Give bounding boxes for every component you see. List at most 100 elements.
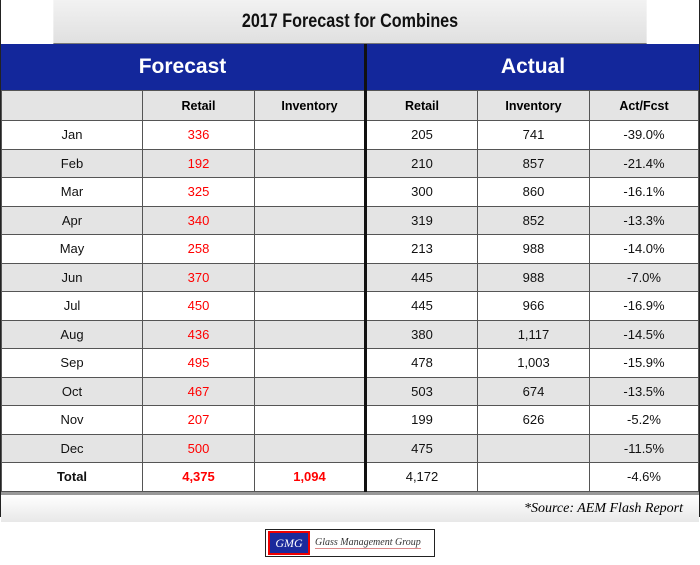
- source-note: *Source: AEM Flash Report: [1, 491, 699, 522]
- table-row: Dec 500 475 -11.5%: [1, 433, 699, 463]
- value-cell: [254, 262, 367, 292]
- value-cell: [254, 348, 367, 378]
- value-cell: 192: [142, 148, 255, 178]
- value-cell: 852: [477, 205, 590, 235]
- value-cell: [254, 433, 367, 463]
- total-row: Total 4,375 1,094 4,172 -4.6%: [1, 462, 699, 492]
- table-row: Jun 370 445 988 -7.0%: [1, 262, 699, 292]
- forecast-group-header: Forecast: [1, 44, 367, 90]
- column-header: Retail: [142, 90, 255, 121]
- value-cell: 4,172: [365, 462, 478, 492]
- month-cell: Apr: [1, 205, 143, 235]
- value-cell: 674: [477, 376, 590, 406]
- month-cell: Dec: [1, 433, 143, 463]
- value-cell: -14.5%: [589, 319, 699, 349]
- value-cell: 300: [365, 177, 478, 207]
- value-cell: 503: [365, 376, 478, 406]
- table-row: Jul 450 445 966 -16.9%: [1, 291, 699, 321]
- column-header: Inventory: [477, 90, 590, 121]
- logo-name: Glass Management Group: [315, 537, 421, 549]
- value-cell: 205: [365, 120, 478, 150]
- value-cell: [254, 120, 367, 150]
- value-cell: 445: [365, 291, 478, 321]
- value-cell: 475: [365, 433, 478, 463]
- month-cell: Nov: [1, 405, 143, 435]
- value-cell: 213: [365, 234, 478, 264]
- column-header: Inventory: [254, 90, 367, 121]
- value-cell: 1,117: [477, 319, 590, 349]
- value-cell: [254, 291, 367, 321]
- value-cell: -5.2%: [589, 405, 699, 435]
- value-cell: -14.0%: [589, 234, 699, 264]
- value-cell: -21.4%: [589, 148, 699, 178]
- data-table: Retail Inventory Retail Inventory Act/Fcst J…: [1, 90, 699, 492]
- month-cell: May: [1, 234, 143, 264]
- value-cell: 436: [142, 319, 255, 349]
- month-cell: Mar: [1, 177, 143, 207]
- value-cell: 4,375: [142, 462, 255, 492]
- value-cell: 478: [365, 348, 478, 378]
- month-cell: Feb: [1, 148, 143, 178]
- value-cell: 988: [477, 234, 590, 264]
- table-row: Nov 207 199 626 -5.2%: [1, 405, 699, 435]
- table-row: Feb 192 210 857 -21.4%: [1, 148, 699, 178]
- column-header-row: Retail Inventory Retail Inventory Act/Fcst: [1, 90, 699, 121]
- value-cell: [254, 234, 367, 264]
- value-cell: 857: [477, 148, 590, 178]
- table-row: Aug 436 380 1,117 -14.5%: [1, 319, 699, 349]
- gmg-logo: GMG Glass Management Group: [265, 529, 435, 557]
- value-cell: [254, 376, 367, 406]
- value-cell: 467: [142, 376, 255, 406]
- value-cell: 450: [142, 291, 255, 321]
- value-cell: 445: [365, 262, 478, 292]
- month-cell: Jan: [1, 120, 143, 150]
- value-cell: 988: [477, 262, 590, 292]
- value-cell: [254, 205, 367, 235]
- value-cell: 626: [477, 405, 590, 435]
- value-cell: 1,094: [254, 462, 367, 492]
- value-cell: -15.9%: [589, 348, 699, 378]
- forecast-table-panel: 2017 Forecast for Combines Forecast Actu…: [0, 0, 700, 522]
- value-cell: -7.0%: [589, 262, 699, 292]
- table-row: Oct 467 503 674 -13.5%: [1, 376, 699, 406]
- value-cell: -39.0%: [589, 120, 699, 150]
- value-cell: -4.6%: [589, 462, 699, 492]
- value-cell: -16.9%: [589, 291, 699, 321]
- group-header: Forecast Actual: [1, 44, 699, 90]
- value-cell: -11.5%: [589, 433, 699, 463]
- table-row: Apr 340 319 852 -13.3%: [1, 205, 699, 235]
- month-cell: Jul: [1, 291, 143, 321]
- table-row: Jan 336 205 741 -39.0%: [1, 120, 699, 150]
- value-cell: [254, 319, 367, 349]
- value-cell: 336: [142, 120, 255, 150]
- value-cell: 966: [477, 291, 590, 321]
- value-cell: [254, 405, 367, 435]
- value-cell: 199: [365, 405, 478, 435]
- value-cell: 1,003: [477, 348, 590, 378]
- actual-group-header: Actual: [500, 55, 566, 78]
- column-header: Retail: [365, 90, 478, 121]
- column-header: [1, 90, 143, 121]
- value-cell: [477, 433, 590, 463]
- month-cell: Jun: [1, 262, 143, 292]
- value-cell: 495: [142, 348, 255, 378]
- table-row: Sep 495 478 1,003 -15.9%: [1, 348, 699, 378]
- value-cell: 370: [142, 262, 255, 292]
- value-cell: -16.1%: [589, 177, 699, 207]
- value-cell: 207: [142, 405, 255, 435]
- month-cell: Sep: [1, 348, 143, 378]
- table-title: 2017 Forecast for Combines: [53, 0, 647, 44]
- value-cell: [254, 177, 367, 207]
- value-cell: -13.3%: [589, 205, 699, 235]
- month-cell: Total: [1, 462, 143, 492]
- value-cell: 325: [142, 177, 255, 207]
- value-cell: 210: [365, 148, 478, 178]
- value-cell: 258: [142, 234, 255, 264]
- month-cell: Oct: [1, 376, 143, 406]
- table-row: May 258 213 988 -14.0%: [1, 234, 699, 264]
- value-cell: 380: [365, 319, 478, 349]
- logo-mark: GMG: [268, 531, 310, 555]
- column-header: Act/Fcst: [589, 90, 699, 121]
- value-cell: 741: [477, 120, 590, 150]
- table-row: Mar 325 300 860 -16.1%: [1, 177, 699, 207]
